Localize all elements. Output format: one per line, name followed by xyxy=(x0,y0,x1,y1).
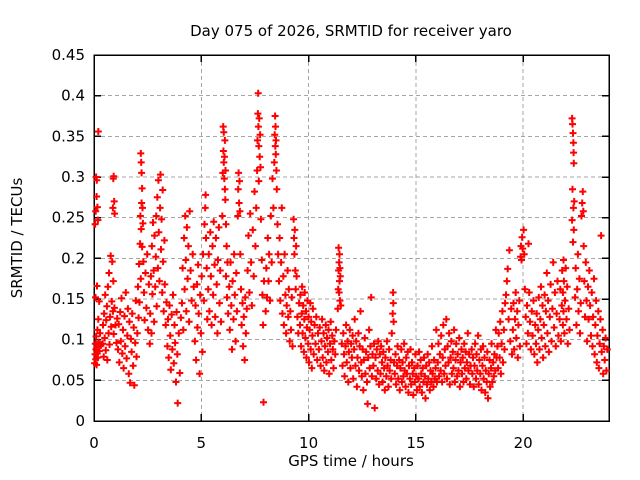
y-tick-label: 0.15 xyxy=(52,290,85,308)
y-tick-label: 0 xyxy=(75,412,85,430)
tick-labels: 0 5 10 15 20 0 0.05 0.1 0.15 0.2 0.25 0.3 0.35 0.4 0.4… xyxy=(52,46,533,452)
y-tick-label: 0.35 xyxy=(52,127,85,145)
y-tick-label: 0.25 xyxy=(52,209,85,227)
data-points xyxy=(91,89,611,412)
scatter-points xyxy=(91,89,611,412)
x-tick-label: 10 xyxy=(299,434,318,452)
x-tick-label: 0 xyxy=(89,434,99,452)
y-tick-label: 0.1 xyxy=(61,331,85,349)
y-tick-label: 0.45 xyxy=(52,46,85,64)
x-tick-label: 20 xyxy=(514,434,533,452)
y-tick-label: 0.4 xyxy=(61,87,85,105)
x-axis-label: GPS time / hours xyxy=(288,452,414,470)
x-tick-label: 15 xyxy=(406,434,425,452)
chart-title: Day 075 of 2026, SRMTID for receiver yar… xyxy=(190,22,512,40)
plot-frame xyxy=(93,54,610,422)
x-tick-label: 5 xyxy=(197,434,207,452)
axis-ticks xyxy=(93,54,609,422)
y-tick-label: 0.3 xyxy=(61,168,85,186)
y-tick-label: 0.2 xyxy=(61,249,85,267)
y-tick-label: 0.05 xyxy=(52,371,85,389)
y-axis-label: SRMTID / TECUs xyxy=(8,178,26,299)
